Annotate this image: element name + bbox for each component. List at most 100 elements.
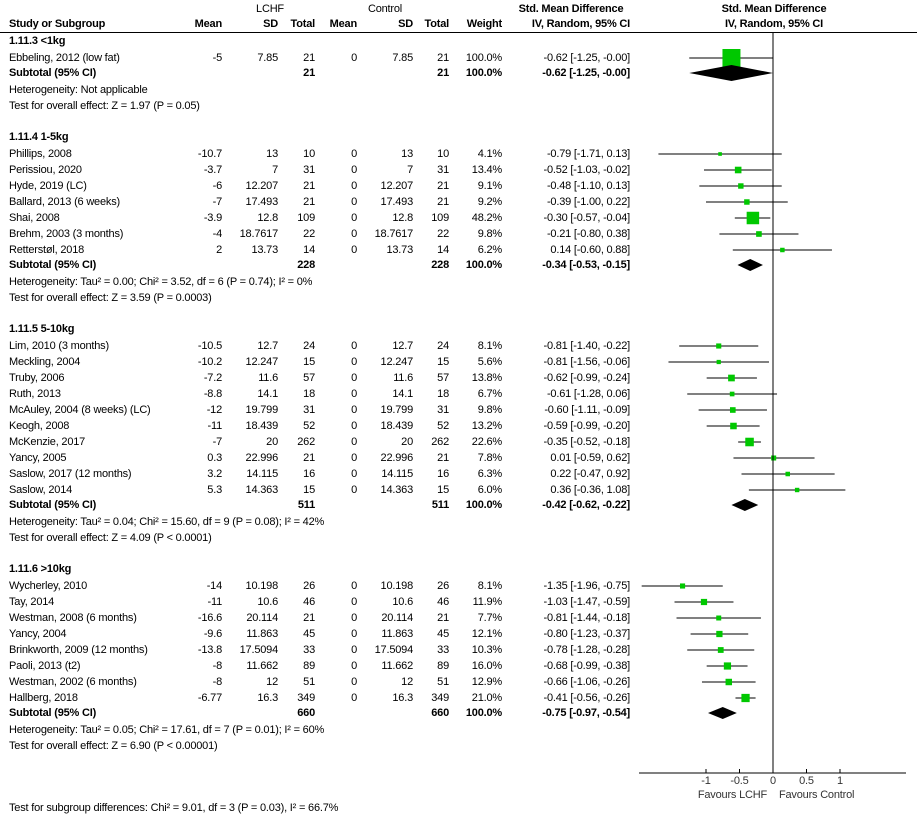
study-sd1: 17.493 bbox=[245, 196, 279, 208]
study-ci: -0.41 [-0.56, -0.26] bbox=[543, 692, 631, 704]
study-n1: 15 bbox=[303, 356, 315, 368]
heterogeneity-text: Heterogeneity: Not applicable bbox=[9, 84, 148, 96]
study-n2: 31 bbox=[437, 404, 449, 416]
study-m1: -4 bbox=[212, 228, 223, 240]
study-m1: 2 bbox=[216, 244, 222, 256]
study-ci: -1.03 [-1.47, -0.59] bbox=[543, 596, 631, 608]
study-sd1: 22.996 bbox=[245, 452, 279, 464]
study-m2: 0 bbox=[351, 628, 357, 640]
subtotal-n2: 511 bbox=[431, 499, 449, 511]
overall-effect-text: Test for overall effect: Z = 4.09 (P < 0… bbox=[9, 532, 212, 544]
study-sd2: 18.7617 bbox=[374, 228, 414, 240]
study-m2: 0 bbox=[351, 484, 357, 496]
subtotal-weight: 100.0% bbox=[465, 707, 502, 719]
favours-lchf-label: Favours LCHF bbox=[697, 789, 767, 801]
study-ci: 0.01 [-0.59, 0.62] bbox=[550, 452, 630, 464]
study-n2: 16 bbox=[437, 468, 449, 480]
study-m2: 0 bbox=[351, 212, 357, 224]
study-name: Westman, 2008 (6 months) bbox=[9, 612, 137, 624]
study-m2: 0 bbox=[351, 676, 357, 688]
subtotal-n2: 228 bbox=[431, 259, 449, 271]
overall-effect-text: Test for overall effect: Z = 3.59 (P = 0… bbox=[9, 292, 212, 304]
study-n1: 16 bbox=[303, 468, 315, 480]
study-n1: 109 bbox=[297, 212, 315, 224]
header-method-plot: IV, Random, 95% CI bbox=[724, 18, 824, 30]
subgroup-title: 1.11.3 <1kg bbox=[9, 35, 66, 47]
study-sd2: 18.439 bbox=[380, 420, 414, 432]
study-m1: -6.77 bbox=[197, 692, 222, 704]
study-ci: -0.52 [-1.03, -0.02] bbox=[543, 164, 631, 176]
study-n2: 24 bbox=[437, 340, 449, 352]
header-divider bbox=[0, 32, 917, 33]
subtotal-ci: -0.34 [-0.53, -0.15] bbox=[542, 259, 630, 271]
study-sd2: 20.114 bbox=[381, 612, 413, 624]
effect-square bbox=[725, 678, 733, 686]
study-name: Hallberg, 2018 bbox=[9, 692, 78, 704]
header-control: Control bbox=[367, 3, 403, 15]
study-ci: -0.30 [-0.57, -0.04] bbox=[543, 212, 631, 224]
study-ci: -0.80 [-1.23, -0.37] bbox=[543, 628, 631, 640]
study-sd2: 12.8 bbox=[392, 212, 413, 224]
study-weight: 9.2% bbox=[477, 196, 502, 208]
study-ci: -0.81 [-1.40, -0.22] bbox=[543, 340, 631, 352]
effect-square bbox=[728, 374, 735, 382]
favours-control-label: Favours Control bbox=[779, 789, 855, 801]
study-n2: 21 bbox=[437, 452, 449, 464]
study-n1: 33 bbox=[303, 644, 315, 656]
study-n1: 57 bbox=[303, 372, 315, 384]
effect-square bbox=[745, 437, 754, 447]
study-m1: -8 bbox=[212, 660, 223, 672]
study-m1: -6 bbox=[212, 180, 223, 192]
study-m2: 0 bbox=[351, 644, 357, 656]
study-m1: -13.8 bbox=[197, 644, 222, 656]
study-sd2: 10.198 bbox=[380, 580, 414, 592]
subtotal-n2: 660 bbox=[431, 707, 449, 719]
study-m1: -3.9 bbox=[203, 212, 222, 224]
study-sd1: 10.6 bbox=[257, 596, 278, 608]
subtotal-weight: 100.0% bbox=[465, 67, 502, 79]
study-n2: 57 bbox=[437, 372, 449, 384]
effect-square bbox=[679, 583, 686, 589]
subtotal-diamond bbox=[737, 259, 763, 271]
study-n2: 21 bbox=[437, 52, 449, 64]
subtotal-n1: 660 bbox=[297, 707, 315, 719]
header-total-control: Total bbox=[424, 18, 450, 30]
study-m2: 0 bbox=[351, 148, 357, 160]
study-ci: -0.21 [-0.80, 0.38] bbox=[546, 228, 630, 240]
study-name: Ballard, 2013 (6 weeks) bbox=[9, 196, 120, 208]
study-sd1: 12.7 bbox=[257, 340, 278, 352]
study-sd1: 20 bbox=[266, 436, 278, 448]
overall-effect-text: Test for overall effect: Z = 1.97 (P = 0… bbox=[9, 100, 200, 112]
study-m2: 0 bbox=[351, 180, 357, 192]
study-weight: 13.2% bbox=[471, 420, 502, 432]
study-n2: 89 bbox=[437, 660, 449, 672]
study-m2: 0 bbox=[351, 596, 357, 608]
subgroup-test: Test for subgroup differences: Chi² = 9.… bbox=[9, 802, 339, 814]
study-ci: 0.14 [-0.60, 0.88] bbox=[550, 244, 630, 256]
study-sd1: 17.5094 bbox=[239, 644, 279, 656]
study-n2: 52 bbox=[437, 420, 449, 432]
study-name: Perissiou, 2020 bbox=[9, 164, 82, 176]
study-weight: 21.0% bbox=[471, 692, 502, 704]
study-sd2: 13 bbox=[401, 148, 413, 160]
study-n2: 31 bbox=[437, 164, 449, 176]
study-m2: 0 bbox=[351, 372, 357, 384]
subtotal-ci: -0.42 [-0.62, -0.22] bbox=[542, 499, 630, 511]
study-sd2: 11.6 bbox=[393, 372, 413, 384]
study-n1: 26 bbox=[303, 580, 315, 592]
study-n1: 21 bbox=[303, 180, 315, 192]
study-n2: 21 bbox=[437, 612, 449, 624]
header-method-text: IV, Random, 95% CI bbox=[531, 18, 630, 30]
study-weight: 100.0% bbox=[465, 52, 502, 64]
study-sd2: 16.3 bbox=[392, 692, 413, 704]
study-sd1: 12.207 bbox=[245, 180, 279, 192]
study-n2: 349 bbox=[431, 692, 449, 704]
study-weight: 7.7% bbox=[477, 612, 502, 624]
study-name: McKenzie, 2017 bbox=[9, 436, 86, 448]
axis-tick-label: 1 bbox=[837, 775, 843, 787]
effect-square bbox=[716, 615, 722, 621]
study-n1: 24 bbox=[303, 340, 315, 352]
header-lchf: LCHF bbox=[256, 3, 284, 15]
study-m1: -10.5 bbox=[197, 340, 222, 352]
